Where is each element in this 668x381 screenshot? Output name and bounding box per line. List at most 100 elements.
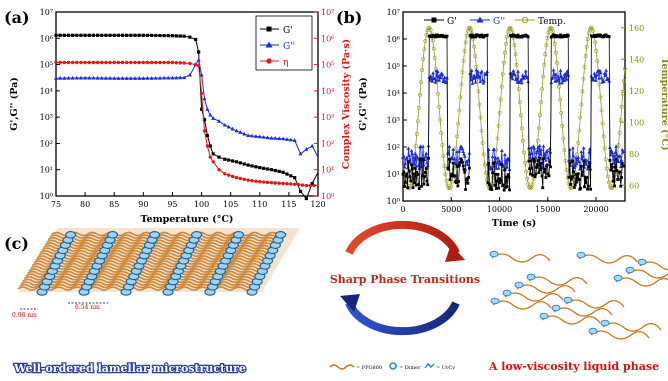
data-point <box>425 161 429 165</box>
data-point <box>460 146 465 151</box>
data-point <box>545 163 549 167</box>
data-point <box>559 74 564 78</box>
data-point <box>538 156 542 160</box>
data-point <box>162 34 166 38</box>
data-point <box>449 180 454 185</box>
x-tick-label: 115 <box>281 200 296 209</box>
data-point <box>510 76 515 81</box>
data-point <box>539 100 543 104</box>
data-point <box>226 124 231 129</box>
data-point <box>490 154 495 159</box>
data-point <box>417 187 421 190</box>
data-point <box>281 136 286 141</box>
data-point <box>196 57 201 62</box>
data-point <box>579 186 582 190</box>
data-point <box>137 76 142 80</box>
data-point <box>75 33 79 37</box>
data-point <box>542 170 546 174</box>
y2-tick-label: 60 <box>629 181 639 190</box>
data-point <box>460 70 465 75</box>
data-point <box>479 69 484 73</box>
data-point <box>495 179 499 183</box>
data-point <box>486 181 490 185</box>
data-point <box>479 128 484 133</box>
data-point <box>497 186 501 190</box>
arrowhead-red-icon <box>445 244 465 262</box>
data-point <box>505 165 510 169</box>
data-point <box>421 144 425 148</box>
data-point <box>211 152 215 156</box>
panel-b-label: (b) <box>336 8 362 27</box>
data-point <box>561 136 566 141</box>
data-point <box>601 134 606 139</box>
data-point <box>427 156 430 160</box>
data-point <box>580 174 584 177</box>
data-point <box>202 129 207 133</box>
data-point <box>413 144 418 149</box>
data-point <box>448 178 452 182</box>
data-point <box>455 164 459 168</box>
y2-tick-label: 10³ <box>321 113 334 122</box>
caption-lamellar: Well-ordered lamellar microstructure <box>13 362 246 375</box>
y-tick-label: 10⁰ <box>387 197 400 206</box>
data-point <box>422 182 426 186</box>
data-point <box>461 164 465 168</box>
data-point <box>87 75 92 80</box>
data-point <box>613 184 616 188</box>
data-point <box>607 35 611 39</box>
data-point <box>476 89 481 94</box>
data-point <box>403 185 406 188</box>
data-point <box>587 150 591 154</box>
data-point <box>460 158 464 162</box>
data-point <box>477 102 482 107</box>
data-point <box>504 41 508 46</box>
data-point <box>141 33 145 37</box>
data-point <box>528 186 533 191</box>
data-point <box>178 34 182 38</box>
data-point <box>187 72 192 77</box>
data-point <box>620 162 624 165</box>
data-point <box>529 145 533 150</box>
data-point <box>66 60 71 65</box>
data-point <box>480 33 484 37</box>
data-point <box>281 170 285 174</box>
y2-tick-label: 10⁵ <box>321 61 334 70</box>
data-point <box>534 172 538 176</box>
data-point <box>457 163 461 167</box>
data-point <box>454 146 458 151</box>
ring-icon <box>539 312 549 320</box>
data-point <box>503 152 507 157</box>
data-point <box>548 160 552 164</box>
data-point <box>602 146 607 151</box>
data-point <box>423 170 427 174</box>
data-point <box>170 34 175 38</box>
chain-icon <box>516 284 576 294</box>
ring-icon <box>600 319 610 327</box>
data-point <box>504 186 508 189</box>
data-point <box>439 130 444 135</box>
data-point <box>463 170 467 174</box>
data-point <box>579 164 583 168</box>
data-point <box>310 143 315 148</box>
dimer-ring <box>275 231 287 239</box>
data-point <box>610 150 615 154</box>
data-point <box>417 183 420 186</box>
data-point <box>178 75 183 80</box>
data-point <box>512 43 517 48</box>
data-point <box>415 170 419 174</box>
data-point <box>508 188 511 192</box>
data-point <box>202 118 207 122</box>
data-point <box>87 33 91 37</box>
data-point <box>533 175 537 179</box>
data-point <box>614 157 618 161</box>
data-point <box>456 121 461 126</box>
data-point <box>414 132 419 136</box>
data-point <box>599 108 604 113</box>
data-point <box>478 35 482 39</box>
data-point <box>234 175 239 180</box>
data-point <box>120 60 125 65</box>
data-point <box>520 126 524 131</box>
data-point <box>474 68 479 72</box>
data-point <box>591 78 596 82</box>
